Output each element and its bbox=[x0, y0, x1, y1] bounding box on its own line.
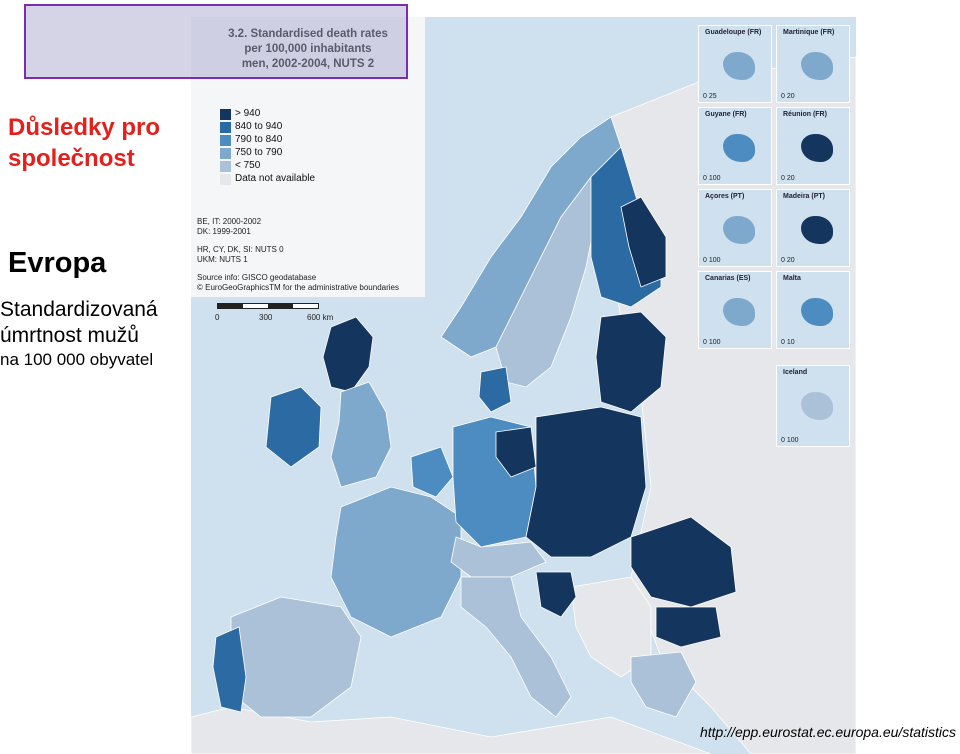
inset-map: Iceland 0 100 bbox=[776, 365, 850, 447]
legend-swatch bbox=[220, 109, 231, 120]
legend-label: > 940 bbox=[235, 108, 261, 119]
scale-label-600: 600 km bbox=[307, 313, 334, 322]
region-central-east bbox=[525, 406, 647, 558]
region-alps bbox=[450, 536, 547, 578]
legend-swatch bbox=[220, 148, 231, 159]
region-denmark bbox=[478, 366, 512, 413]
region-finland-east bbox=[620, 196, 667, 288]
slide-title-line2: společnost bbox=[8, 145, 135, 172]
map-title-line3: men, 2002-2004, NUTS 2 bbox=[241, 58, 375, 70]
note-line6: © EuroGeoGraphicsTM for the administrati… bbox=[197, 283, 399, 292]
legend-panel: 3.2. Standardised death rates per 100,00… bbox=[191, 17, 425, 297]
region-bulgaria bbox=[655, 606, 722, 648]
inset-map: Açores (PT) 0 100 bbox=[698, 189, 772, 267]
inset-map: Madeira (PT) 0 20 bbox=[776, 189, 850, 267]
inset-label: Martinique (FR) bbox=[783, 29, 835, 36]
legend-label: 750 to 790 bbox=[235, 147, 283, 158]
region-england bbox=[330, 381, 392, 488]
inset-label: Madeira (PT) bbox=[783, 193, 826, 200]
inset-label: Iceland bbox=[783, 369, 808, 376]
scale-label-300: 300 bbox=[259, 313, 273, 322]
region-france bbox=[330, 486, 462, 638]
inset-map: Canarias (ES) 0 100 bbox=[698, 271, 772, 349]
scale-bar bbox=[217, 303, 319, 309]
inset-scale: 0 20 bbox=[781, 93, 795, 100]
subtitle-line2: úmrtnost mužů bbox=[0, 324, 139, 347]
region-greece bbox=[630, 651, 697, 718]
inset-map: Martinique (FR) 0 20 bbox=[776, 25, 850, 103]
note-line2: DK: 1999-2001 bbox=[197, 227, 251, 236]
inset-island bbox=[723, 134, 755, 162]
inset-map: Guyane (FR) 0 100 bbox=[698, 107, 772, 185]
legend-label: < 750 bbox=[235, 160, 261, 171]
highlight-overlay bbox=[24, 4, 408, 79]
slide-title: Důsledky pro společnost bbox=[8, 112, 160, 174]
legend-label: Data not available bbox=[235, 173, 316, 184]
inset-label: Réunion (FR) bbox=[783, 111, 827, 118]
legend-swatch bbox=[220, 122, 231, 133]
note-line1: BE, IT: 2000-2002 bbox=[197, 217, 262, 226]
europe-map: 3.2. Standardised death rates per 100,00… bbox=[191, 17, 856, 754]
subtitle-line3: na 100 000 obyvatel bbox=[0, 350, 154, 369]
note-line3: HR, CY, DK, SI: NUTS 0 bbox=[197, 245, 284, 254]
slide-title-line1: Důsledky pro bbox=[8, 114, 161, 141]
region-baltics bbox=[595, 311, 667, 413]
inset-island bbox=[801, 298, 833, 326]
inset-label: Guadeloupe (FR) bbox=[705, 29, 762, 36]
inset-map: Malta 0 10 bbox=[776, 271, 850, 349]
inset-map: Guadeloupe (FR) 0 25 bbox=[698, 25, 772, 103]
region-benelux bbox=[410, 446, 454, 498]
region-germany-east bbox=[495, 426, 537, 478]
subtitle-line1: Standardizovaná bbox=[0, 298, 158, 321]
inset-label: Açores (PT) bbox=[705, 193, 745, 200]
inset-scale: 0 25 bbox=[703, 93, 717, 100]
source-url: http://epp.eurostat.ec.europa.eu/statist… bbox=[699, 724, 956, 740]
legend-swatch bbox=[220, 135, 231, 146]
region-croatia bbox=[535, 571, 577, 618]
inset-scale: 0 100 bbox=[703, 257, 721, 264]
inset-island bbox=[801, 52, 833, 80]
inset-island bbox=[723, 52, 755, 80]
note-line4: UKM: NUTS 1 bbox=[197, 255, 248, 264]
inset-island bbox=[801, 134, 833, 162]
note-line5: Source info: GISCO geodatabase bbox=[197, 273, 317, 282]
map-title-line2: per 100,000 inhabitants bbox=[244, 43, 372, 55]
legend-label: 840 to 940 bbox=[235, 121, 283, 132]
inset-map: Réunion (FR) 0 20 bbox=[776, 107, 850, 185]
inset-scale: 0 100 bbox=[781, 437, 799, 444]
inset-scale: 0 100 bbox=[703, 175, 721, 182]
legend-label: 790 to 840 bbox=[235, 134, 283, 145]
inset-scale: 0 20 bbox=[781, 257, 795, 264]
map-title-line1: 3.2. Standardised death rates bbox=[228, 28, 388, 40]
region-ireland bbox=[265, 386, 322, 468]
inset-label: Guyane (FR) bbox=[705, 111, 747, 118]
inset-scale: 0 20 bbox=[781, 175, 795, 182]
region-romania bbox=[630, 516, 737, 608]
inset-island bbox=[723, 216, 755, 244]
region-spain bbox=[230, 596, 362, 718]
region-portugal bbox=[212, 626, 247, 713]
region-italy bbox=[460, 576, 572, 718]
region-title: Evropa bbox=[8, 247, 107, 279]
inset-island bbox=[723, 298, 755, 326]
region-scotland bbox=[322, 316, 374, 393]
inset-scale: 0 10 bbox=[781, 339, 795, 346]
inset-label: Malta bbox=[783, 275, 801, 282]
inset-island bbox=[801, 216, 833, 244]
inset-scale: 0 100 bbox=[703, 339, 721, 346]
legend-swatch bbox=[220, 161, 231, 172]
inset-label: Canarias (ES) bbox=[705, 275, 751, 282]
scale-label-0: 0 bbox=[215, 313, 220, 322]
legend-swatch bbox=[220, 174, 231, 185]
inset-island bbox=[801, 392, 833, 420]
